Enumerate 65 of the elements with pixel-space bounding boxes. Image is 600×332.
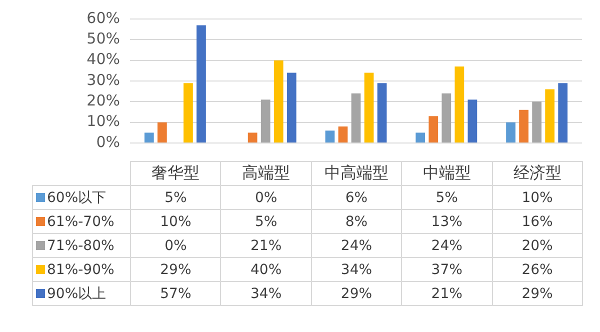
data-label: 26% (492, 258, 582, 282)
data-label: 21% (220, 234, 312, 258)
bar (184, 83, 193, 142)
data-label: 29% (492, 282, 582, 306)
x-tick-label: 经济型 (492, 162, 582, 186)
data-label: 20% (492, 234, 582, 258)
bar (442, 93, 452, 142)
data-label: 10% (130, 210, 221, 234)
data-label: 0% (130, 234, 221, 258)
bar (260, 100, 270, 142)
y-tick-label: 50% (86, 30, 120, 48)
data-label: 5% (130, 186, 221, 210)
bar (144, 132, 154, 142)
y-tick-label: 40% (86, 50, 120, 68)
data-label: 29% (311, 282, 402, 306)
bar (286, 72, 296, 142)
bar (506, 122, 516, 142)
bar (364, 72, 374, 142)
data-label: 24% (402, 234, 492, 258)
y-tick-label: 0% (96, 132, 120, 151)
bar (157, 122, 167, 142)
bar (532, 102, 542, 142)
data-label: 21% (402, 282, 492, 306)
legend-label: 61%-70% (32, 210, 130, 234)
data-label: 34% (311, 258, 402, 282)
bar (519, 110, 528, 142)
y-tick-label: 60% (86, 8, 120, 27)
bar (196, 25, 206, 142)
bar (338, 126, 348, 142)
bar (325, 130, 335, 142)
bar (351, 93, 361, 142)
bar (416, 132, 426, 142)
data-label: 24% (311, 234, 402, 258)
data-label: 13% (402, 210, 492, 234)
bar (454, 66, 464, 142)
data-label: 34% (220, 282, 312, 306)
bar (468, 100, 478, 142)
data-label: 37% (402, 258, 492, 282)
y-tick-label: 30% (86, 70, 120, 89)
legend-label: 71%-80% (32, 234, 130, 258)
legend-label: 60%以下 (32, 186, 130, 210)
data-label: 57% (130, 282, 221, 306)
x-tick-label: 高端型 (220, 162, 312, 186)
data-label: 5% (402, 186, 492, 210)
legend-label: 90%以上 (32, 282, 130, 306)
bar (274, 60, 284, 142)
y-tick-label: 10% (86, 112, 120, 130)
data-label: 5% (220, 210, 312, 234)
bar (248, 132, 258, 142)
data-label: 10% (492, 186, 582, 210)
bar (428, 116, 438, 142)
x-tick-label: 中端型 (402, 162, 492, 186)
bar (558, 83, 568, 142)
x-tick-label: 中高端型 (311, 162, 402, 186)
y-tick-label: 20% (86, 92, 120, 110)
data-label: 29% (130, 258, 221, 282)
data-label: 0% (220, 186, 312, 210)
data-label: 6% (311, 186, 402, 210)
bar (545, 89, 555, 142)
legend-label: 81%-90% (32, 258, 130, 282)
x-tick-label: 奢华型 (130, 162, 221, 186)
data-label: 40% (220, 258, 312, 282)
bar (377, 83, 387, 142)
data-label: 8% (311, 210, 402, 234)
data-label: 16% (492, 210, 582, 234)
